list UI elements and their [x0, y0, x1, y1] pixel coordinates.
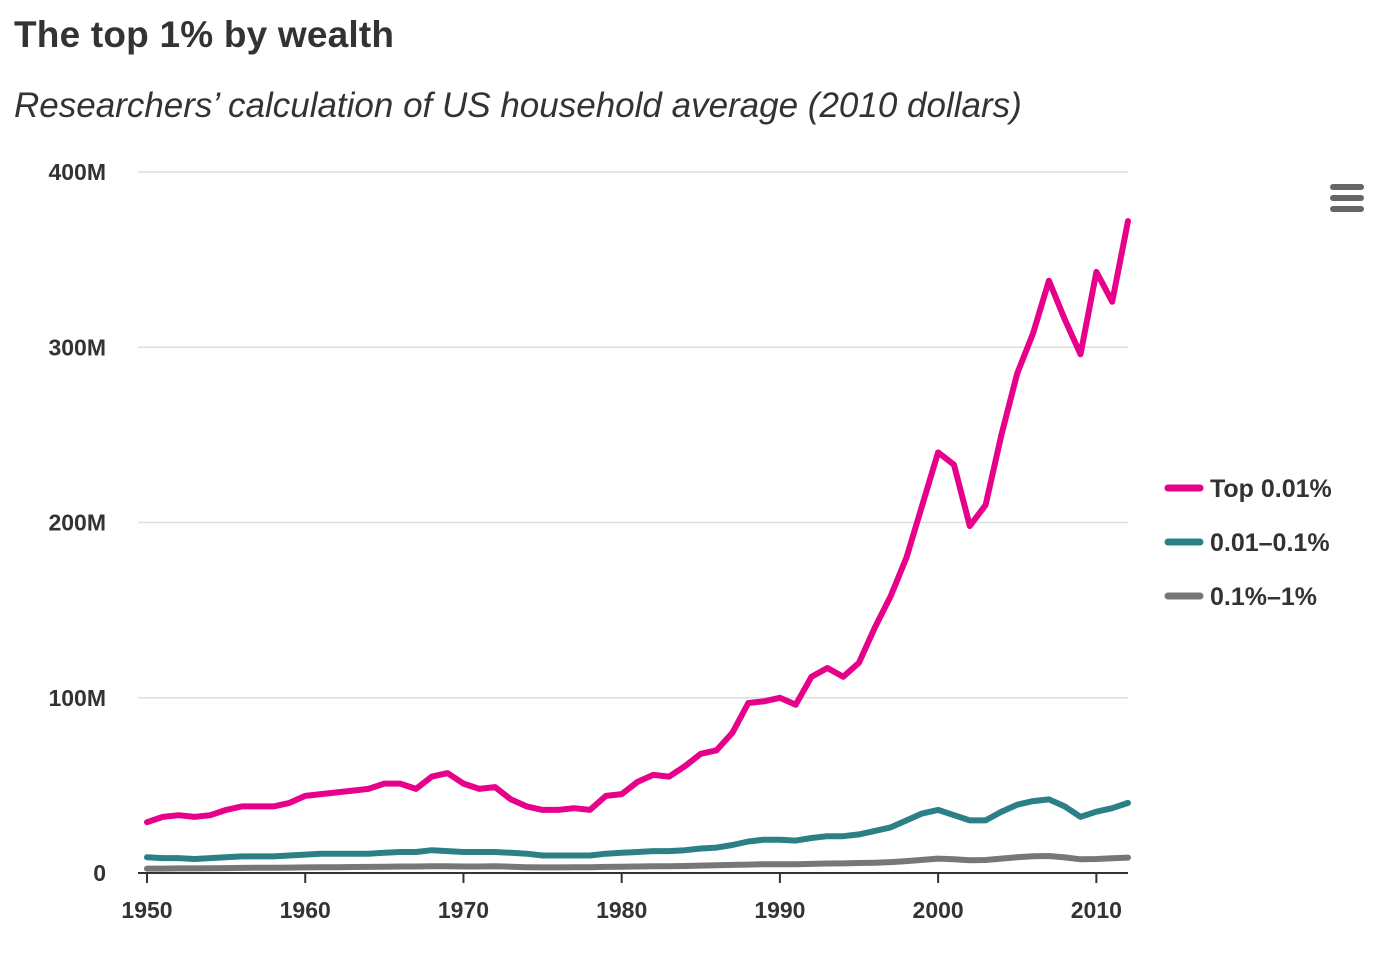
y-tick-label: 0 [93, 860, 106, 886]
x-tick-label: 1990 [754, 897, 805, 923]
x-tick-label: 1980 [596, 897, 647, 923]
x-tick-label: 1960 [280, 897, 331, 923]
series-line-1[interactable] [144, 796, 1131, 862]
series-lines [144, 218, 1131, 872]
legend-label-2[interactable]: 0.1%–1% [1210, 583, 1317, 611]
chart-title: The top 1% by wealth [14, 14, 395, 55]
y-tick-label: 300M [48, 334, 106, 360]
hamburger-menu-icon[interactable] [1326, 180, 1366, 216]
x-tick-label: 2010 [1071, 897, 1122, 923]
x-tick-label: 2000 [913, 897, 964, 923]
menu-bar-top [1330, 184, 1364, 190]
chart-subtitle: Researchers’ calculation of US household… [14, 86, 1022, 125]
series-line-0[interactable] [144, 218, 1131, 826]
y-tick-label: 200M [48, 510, 106, 536]
legend-label-1[interactable]: 0.01–0.1% [1210, 529, 1330, 557]
axes: 0 100M 200M 300M 400M 1950 1960 1970 1980 1990 200… [48, 159, 1128, 923]
y-tick-label: 100M [48, 685, 106, 711]
legend: Top 0.01% 0.01–0.1% 0.1%–1% [1164, 475, 1332, 611]
y-tick-label: 400M [48, 159, 106, 185]
legend-label-0[interactable]: Top 0.01% [1210, 475, 1332, 503]
x-tick-label: 1970 [438, 897, 489, 923]
menu-bar-bottom [1330, 206, 1364, 212]
gridlines [138, 171, 1128, 699]
x-tick-label: 1950 [121, 897, 172, 923]
series-line-2[interactable] [144, 853, 1131, 872]
menu-bar-middle [1330, 195, 1364, 201]
